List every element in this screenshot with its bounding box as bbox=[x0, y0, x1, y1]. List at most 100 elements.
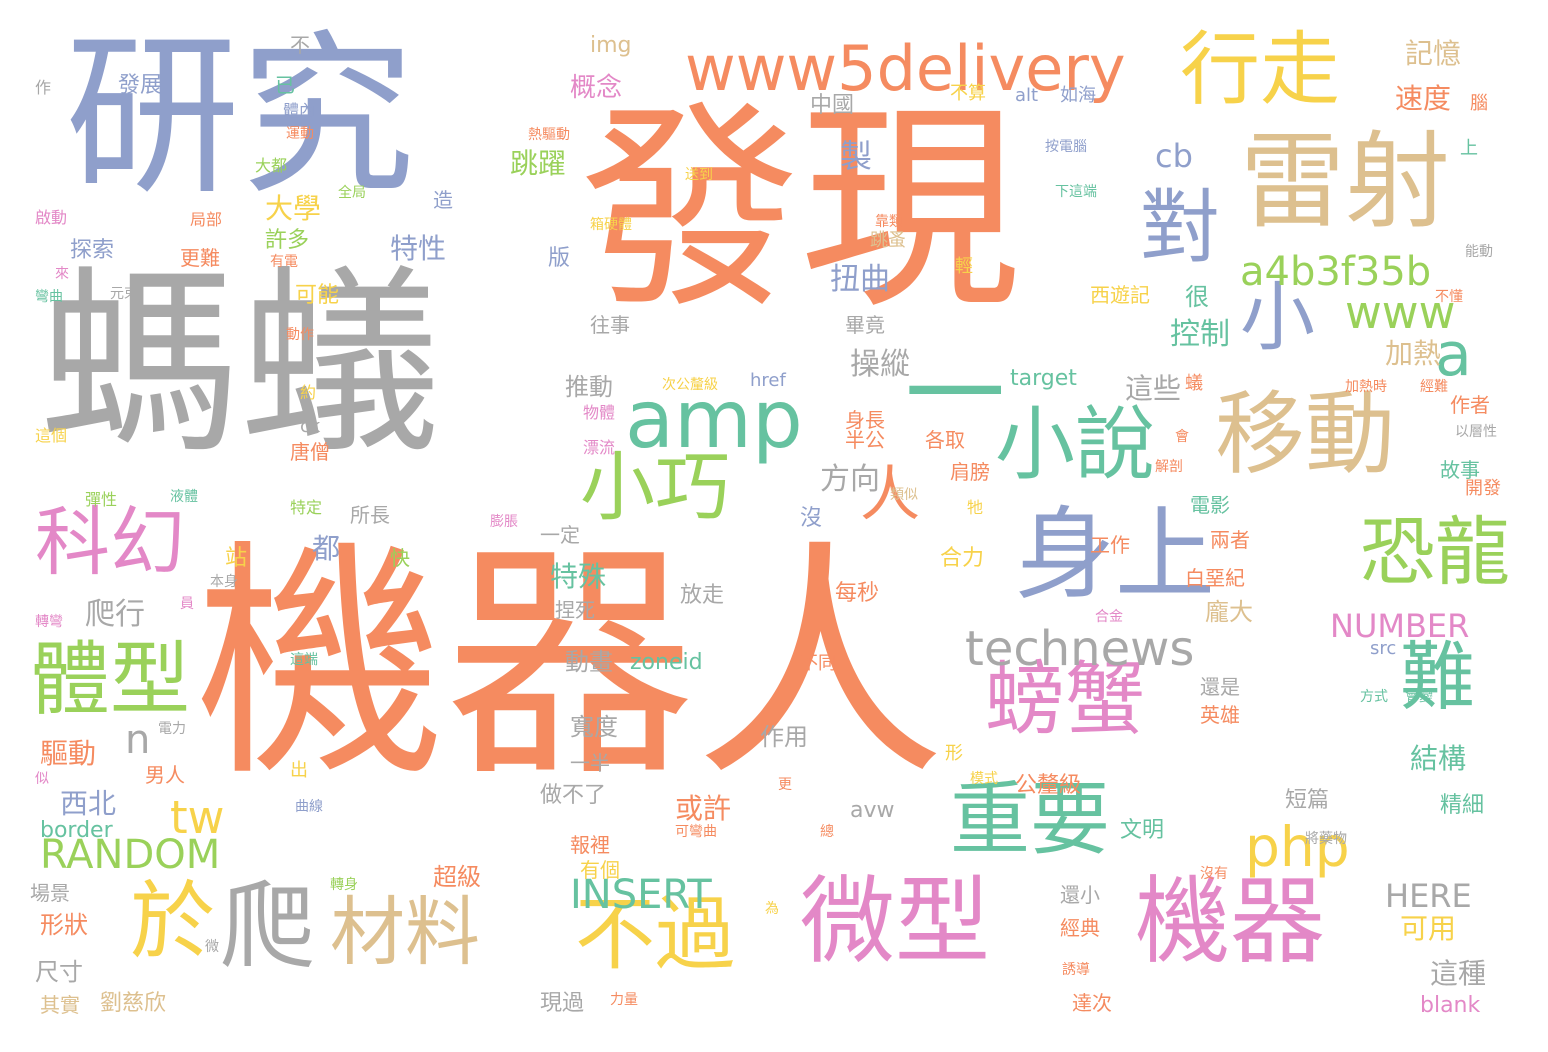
word: 形狀 bbox=[40, 911, 88, 939]
word: 腦 bbox=[1470, 93, 1488, 114]
word: 啟動 bbox=[35, 208, 68, 227]
word: 畢竟 bbox=[845, 313, 885, 337]
word: 已 bbox=[275, 73, 295, 97]
word: 驅動 bbox=[40, 737, 97, 770]
word: 一半 bbox=[570, 751, 610, 775]
word: 動作 bbox=[286, 327, 314, 343]
word: 放走 bbox=[680, 583, 725, 608]
word: 體型 bbox=[30, 633, 190, 726]
word: 工作 bbox=[1090, 533, 1130, 557]
word: 更難 bbox=[180, 246, 220, 270]
word: 大都 bbox=[255, 156, 288, 175]
word: 每秒 bbox=[835, 581, 880, 606]
word: 龐大 bbox=[1205, 598, 1253, 626]
word: 機器人 bbox=[195, 519, 945, 810]
word: 各取 bbox=[925, 428, 965, 452]
word: 不懂 bbox=[1435, 289, 1463, 305]
word: 製 bbox=[840, 137, 873, 175]
word: 能動 bbox=[1465, 244, 1493, 260]
word: 扭曲 bbox=[830, 262, 890, 297]
word: 發展 bbox=[118, 73, 163, 98]
word: www5delivery bbox=[685, 32, 1126, 105]
word: 不過 bbox=[575, 888, 735, 981]
word: 轉彎 bbox=[35, 614, 63, 630]
word: 身長 bbox=[845, 408, 885, 432]
word: 會變 bbox=[1405, 689, 1433, 705]
word: 記憶 bbox=[1405, 37, 1462, 70]
word: 重要 bbox=[950, 773, 1110, 866]
word: 不 bbox=[290, 33, 310, 57]
word: 方向 bbox=[820, 462, 880, 497]
word: 控制 bbox=[1170, 317, 1230, 352]
word: INSERT bbox=[570, 872, 712, 918]
word: 誘導 bbox=[1062, 962, 1090, 978]
word: 元束 bbox=[110, 286, 138, 302]
word: 總 bbox=[820, 824, 834, 840]
word: 這些 bbox=[1125, 372, 1182, 405]
word: 輕 bbox=[955, 256, 973, 277]
word: 更 bbox=[778, 777, 792, 793]
word: avw bbox=[850, 798, 895, 823]
word: n bbox=[125, 717, 151, 763]
word: tw bbox=[170, 791, 225, 844]
word: 白堊紀 bbox=[1185, 566, 1245, 590]
word: 力量 bbox=[610, 992, 638, 1008]
word: 科幻 bbox=[35, 498, 186, 586]
word: 似 bbox=[35, 771, 49, 787]
word: 合力 bbox=[940, 546, 985, 571]
word: 這端 bbox=[290, 652, 318, 668]
word: 故事 bbox=[1440, 458, 1480, 482]
word: 難 bbox=[1400, 633, 1476, 721]
word: 中國 bbox=[810, 93, 855, 118]
word: 大學 bbox=[265, 192, 322, 225]
word: 彈性 bbox=[85, 490, 118, 509]
word: 靠類 bbox=[875, 214, 903, 230]
word: 模式 bbox=[970, 771, 998, 787]
word: 螞蟻 bbox=[40, 248, 441, 481]
word: 特定 bbox=[290, 498, 323, 517]
word: RANDOM bbox=[40, 832, 221, 878]
word: ck bbox=[300, 416, 321, 437]
word: 不同 bbox=[800, 653, 836, 674]
word: 發現 bbox=[580, 82, 1021, 338]
word: a4b3f35b bbox=[1240, 249, 1432, 295]
word: 探索 bbox=[70, 238, 115, 263]
word: 彎曲 bbox=[35, 289, 63, 305]
word: 合金 bbox=[1095, 609, 1123, 625]
word: 肩膀 bbox=[950, 460, 990, 484]
word: 為 bbox=[765, 901, 779, 917]
word: 短篇 bbox=[1285, 788, 1330, 813]
word: 機器 bbox=[1135, 867, 1326, 977]
word: 概念 bbox=[570, 73, 623, 103]
word: 其實 bbox=[40, 993, 80, 1017]
word: 這種 bbox=[1430, 957, 1487, 990]
word: 將藥物 bbox=[1305, 831, 1347, 847]
word: 速度 bbox=[1395, 82, 1452, 115]
word: 次公釐級 bbox=[662, 377, 718, 393]
word: 出 bbox=[290, 760, 308, 781]
word: 運動 bbox=[286, 126, 314, 142]
word: 一 bbox=[905, 336, 1005, 453]
word: 報裡 bbox=[570, 833, 610, 857]
word: 公釐級 bbox=[1015, 773, 1082, 798]
word: 研究 bbox=[65, 16, 415, 219]
word: 作用 bbox=[760, 723, 808, 751]
word: 版 bbox=[548, 246, 571, 271]
word: 現過 bbox=[540, 991, 585, 1016]
word: 許多 bbox=[265, 228, 310, 253]
word: 一定 bbox=[540, 523, 580, 547]
word: 爬 bbox=[220, 872, 316, 982]
word: 送到 bbox=[685, 167, 713, 183]
word: 西北 bbox=[60, 787, 117, 820]
word: 加熱 bbox=[1385, 337, 1442, 370]
word: 下這端 bbox=[1055, 184, 1097, 200]
word: 物體 bbox=[583, 403, 616, 422]
word: 小巧 bbox=[580, 443, 731, 531]
word: 作者 bbox=[1450, 393, 1490, 417]
word: 會 bbox=[1175, 429, 1189, 445]
word: 全局 bbox=[338, 185, 366, 201]
word: 漂流 bbox=[583, 438, 616, 457]
word: HERE bbox=[1385, 877, 1472, 915]
word: 經典 bbox=[1060, 916, 1100, 940]
word: 不算 bbox=[950, 83, 986, 104]
